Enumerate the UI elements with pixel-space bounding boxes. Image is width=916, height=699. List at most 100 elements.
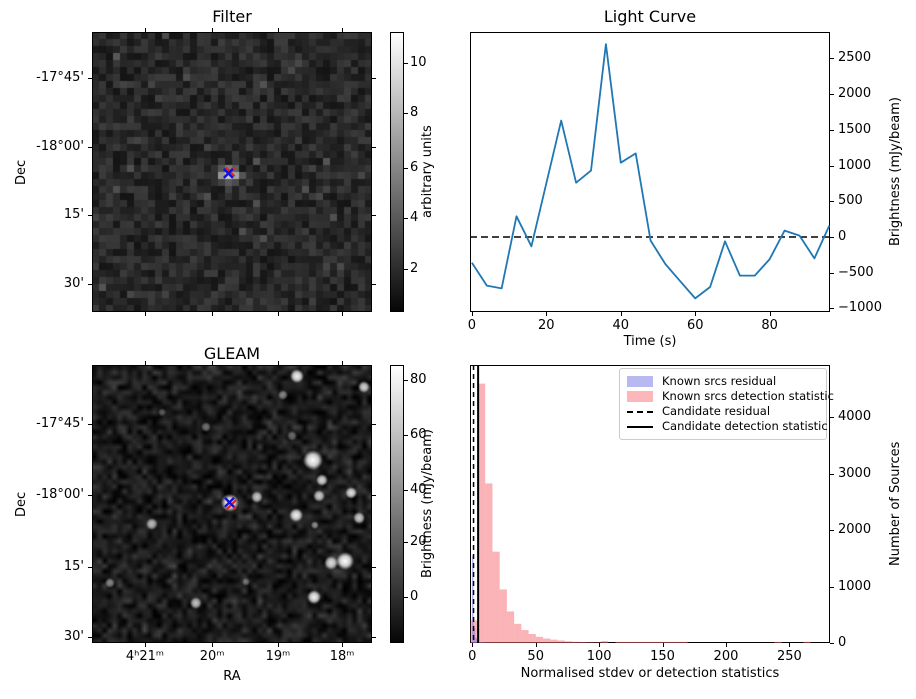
gleam-dec-axis-label: Dec — [14, 491, 29, 517]
x-tick-label: 150 — [650, 649, 675, 664]
x-tick-label: 4ʰ21ᵐ — [125, 649, 164, 664]
known-srcs-detection-statistic-bars — [622, 641, 630, 643]
tick-mark — [830, 417, 834, 419]
known-srcs-detection-statistic-bars — [658, 641, 666, 643]
x-tick-label: 40 — [612, 318, 630, 333]
normalised-stdev-axis-label: Normalised stdev or detection statistics — [520, 666, 780, 681]
tick-mark — [144, 312, 146, 316]
known-srcs-detection-statistic-bars — [637, 641, 645, 643]
colorbar-tick-label: 20 — [410, 534, 427, 550]
legend-label: Candidate detection statistic — [662, 419, 828, 433]
y-tick-label: 2500 — [838, 50, 872, 66]
known-srcs-detection-statistic-bars — [506, 611, 515, 643]
y-tick-label: 0 — [838, 635, 847, 650]
colorbar-tick-label: 4 — [410, 209, 419, 225]
tick-mark — [277, 361, 279, 365]
y-tick-label: 1000 — [838, 157, 872, 173]
known-srcs-detection-statistic-bars — [499, 589, 507, 643]
x-tick-label: 0 — [467, 318, 476, 333]
y-tick-label: 15' — [63, 559, 84, 575]
known-srcs-detection-statistic-bars — [680, 641, 688, 643]
tick-mark — [342, 643, 344, 647]
solid-line-swatch — [627, 425, 653, 428]
tick-mark — [144, 361, 146, 365]
known-srcs-detection-statistic-bars — [535, 636, 544, 643]
filter-plot-frame — [92, 32, 372, 312]
colorbar-tick-label: 80 — [410, 372, 427, 387]
y-tick-label: 500 — [838, 193, 863, 209]
known-srcs-detection-statistic-bars — [673, 641, 681, 643]
tick-mark — [88, 423, 92, 425]
tick-mark — [830, 237, 834, 238]
tick-mark — [620, 312, 622, 316]
tick-mark — [830, 165, 834, 167]
legend-label: Known srcs detection statistic — [662, 389, 834, 403]
known-srcs-detection-statistic-bars — [514, 623, 522, 643]
tick-mark — [212, 312, 214, 316]
y-tick-label: -17°45' — [36, 415, 84, 431]
tick-mark — [88, 567, 92, 569]
tick-mark — [769, 312, 771, 316]
gleam-plot-frame — [92, 365, 372, 643]
light-curve-line — [471, 43, 830, 300]
x-tick-label: 19ᵐ — [265, 649, 291, 664]
y-tick-label: −1000 — [838, 300, 882, 316]
x-tick-label: 20ᵐ — [199, 649, 225, 664]
tick-mark — [372, 77, 376, 79]
tick-mark — [662, 643, 664, 647]
legend-item: Candidate detection statistic — [627, 419, 828, 434]
legend-item: Known srcs residual — [627, 374, 819, 389]
tick-mark — [212, 361, 214, 365]
tick-mark — [830, 586, 834, 588]
tick-mark — [471, 312, 473, 316]
x-tick-label: 0 — [468, 649, 477, 664]
y-tick-label: 2000 — [838, 522, 872, 538]
known-srcs-detection-statistic-bars — [550, 639, 558, 643]
tick-mark — [372, 636, 376, 638]
tick-mark — [212, 28, 214, 32]
light-curve-title: Light Curve — [603, 7, 697, 26]
filter-title: Filter — [212, 7, 252, 26]
light-curve-plot-frame — [470, 32, 830, 312]
y-tick-label: -17°45' — [36, 69, 84, 85]
tick-mark — [830, 94, 834, 96]
colorbar-tick-label: 40 — [410, 482, 427, 498]
known-srcs-residual-bars — [478, 641, 481, 643]
colorbar-tick-label: 10 — [410, 55, 427, 71]
legend-label: Candidate residual — [662, 404, 771, 418]
known-srcs-detection-statistic-bars — [528, 633, 536, 643]
gleam-colorbar — [390, 365, 404, 643]
tick-mark — [372, 495, 376, 497]
tick-mark — [830, 272, 834, 274]
known-srcs-detection-statistic-bars — [557, 640, 565, 643]
y-tick-label: 3000 — [838, 465, 872, 481]
colorbar-tick-label: 60 — [410, 427, 427, 443]
known-srcs-detection-statistic-bars — [586, 642, 594, 643]
tick-mark — [830, 308, 834, 310]
tick-mark — [372, 147, 376, 149]
tick-mark — [372, 567, 376, 569]
tick-mark — [830, 129, 834, 131]
tick-mark — [599, 643, 601, 647]
tick-mark — [404, 63, 408, 65]
brightness-axis-label: Brightness (mJy/beam) — [888, 97, 903, 247]
filter-colorbar — [390, 32, 404, 312]
light-curve-plot — [470, 43, 830, 300]
y-tick-label: 1000 — [838, 578, 872, 594]
known-srcs-detection-statistic-bars — [651, 641, 659, 643]
x-tick-label: 60 — [686, 318, 704, 333]
tick-mark — [830, 530, 834, 532]
x-tick-label: 50 — [527, 649, 544, 664]
y-tick-label: -18°00' — [36, 139, 84, 155]
tick-mark — [88, 77, 92, 79]
y-tick-label: 0 — [838, 229, 847, 244]
gleam-title: GLEAM — [203, 344, 261, 363]
tick-mark — [404, 217, 408, 219]
tick-mark — [372, 215, 376, 217]
purple-patch-swatch — [627, 376, 653, 387]
tick-mark — [404, 112, 408, 114]
known-srcs-residual-bars — [471, 555, 474, 643]
x-tick-label: 18ᵐ — [329, 649, 355, 664]
histogram-plot — [470, 365, 811, 643]
known-srcs-detection-statistic-bars — [629, 641, 638, 643]
